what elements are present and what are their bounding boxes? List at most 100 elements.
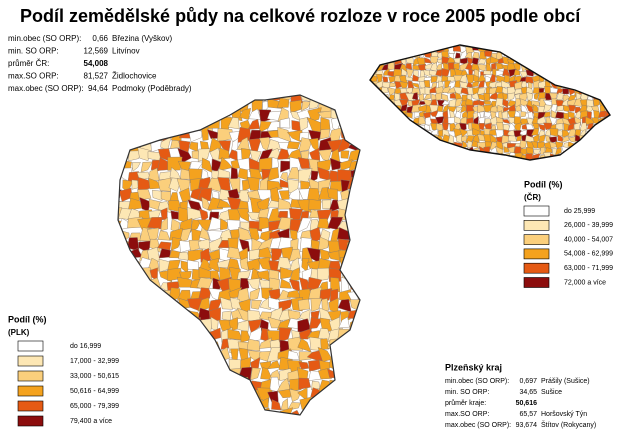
stat-place: Březina (Vyškov) xyxy=(112,34,173,43)
municipality xyxy=(137,189,152,201)
municipality xyxy=(365,57,370,66)
municipality xyxy=(370,110,371,118)
municipality xyxy=(598,45,608,46)
municipality xyxy=(168,317,181,330)
municipality xyxy=(429,159,438,160)
czech-outline xyxy=(369,44,611,161)
municipality xyxy=(555,88,565,95)
municipality xyxy=(377,152,386,160)
municipality xyxy=(531,51,540,60)
municipality xyxy=(161,98,173,113)
municipality xyxy=(358,199,360,213)
municipality xyxy=(526,91,534,102)
municipality xyxy=(370,57,379,66)
municipality xyxy=(520,50,529,60)
municipality xyxy=(400,159,410,160)
municipality xyxy=(413,46,422,52)
municipality xyxy=(611,111,618,119)
municipality xyxy=(146,386,160,403)
municipality xyxy=(289,388,302,403)
municipality xyxy=(178,187,191,203)
municipality xyxy=(239,95,253,99)
municipality xyxy=(401,140,406,149)
municipality xyxy=(340,150,350,159)
municipality xyxy=(495,98,505,108)
municipality xyxy=(501,135,510,144)
legend-swatch xyxy=(523,248,550,260)
municipality xyxy=(297,217,312,233)
municipality xyxy=(211,110,221,121)
municipality xyxy=(218,381,232,391)
municipality xyxy=(381,46,390,54)
municipality xyxy=(361,218,371,232)
municipality xyxy=(308,129,322,141)
municipality xyxy=(378,93,384,102)
municipality xyxy=(438,159,445,160)
municipality xyxy=(351,401,360,412)
municipality xyxy=(168,97,183,113)
legend-subtitle: (PLK) xyxy=(8,328,30,337)
municipality xyxy=(370,61,378,72)
municipality xyxy=(550,56,560,66)
stat-label: max.obec (SO ORP): xyxy=(445,422,511,429)
municipality xyxy=(458,128,469,138)
municipality xyxy=(513,45,523,54)
municipality xyxy=(150,317,164,332)
municipality xyxy=(587,129,595,137)
municipality xyxy=(471,80,480,88)
municipality xyxy=(495,45,504,52)
municipality xyxy=(298,351,312,361)
municipality xyxy=(307,187,322,203)
municipality xyxy=(543,51,552,60)
municipality xyxy=(280,266,293,280)
municipality xyxy=(118,278,132,291)
municipality xyxy=(603,98,610,107)
municipality xyxy=(167,368,181,383)
municipality xyxy=(348,100,360,113)
municipality xyxy=(521,58,527,65)
municipality xyxy=(118,238,124,252)
municipality xyxy=(357,239,360,250)
legend-label: 33,000 - 50,615 xyxy=(70,373,119,380)
municipality xyxy=(423,93,431,100)
municipality xyxy=(178,407,193,415)
municipality xyxy=(249,287,261,301)
municipality xyxy=(166,356,180,372)
municipality xyxy=(297,157,310,169)
municipality xyxy=(167,308,182,321)
municipality xyxy=(208,391,221,399)
municipality xyxy=(146,398,158,413)
municipality xyxy=(593,45,601,52)
municipality xyxy=(591,129,599,137)
municipality xyxy=(178,95,192,102)
municipality xyxy=(289,267,300,283)
municipality xyxy=(280,398,289,411)
municipality xyxy=(597,123,606,131)
municipality xyxy=(591,135,599,144)
municipality xyxy=(227,328,243,341)
municipality xyxy=(591,88,601,94)
municipality xyxy=(376,142,384,150)
municipality xyxy=(289,378,302,392)
municipality xyxy=(582,80,586,90)
municipality xyxy=(148,337,163,349)
municipality xyxy=(167,331,181,341)
municipality xyxy=(525,45,534,54)
municipality xyxy=(130,109,141,122)
municipality xyxy=(485,62,492,72)
municipality xyxy=(411,45,421,48)
municipality xyxy=(359,208,360,222)
municipality xyxy=(370,153,379,160)
municipality xyxy=(532,56,539,64)
municipality xyxy=(147,307,162,323)
municipality xyxy=(456,106,463,113)
municipality xyxy=(437,99,445,108)
legend-swatch xyxy=(17,355,44,367)
municipality xyxy=(131,162,141,172)
municipality xyxy=(574,45,583,48)
municipality xyxy=(581,45,588,48)
municipality xyxy=(501,111,509,119)
municipality xyxy=(579,122,588,132)
municipality xyxy=(118,257,134,272)
municipality xyxy=(129,386,143,403)
